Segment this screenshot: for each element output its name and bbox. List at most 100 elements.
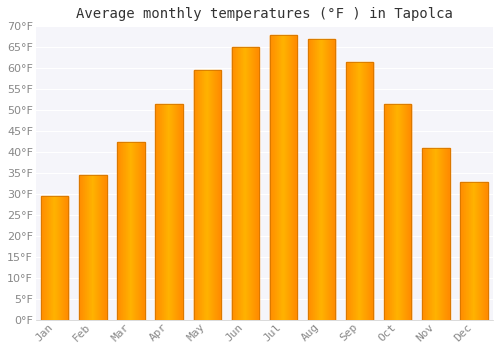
Bar [81,175,82,320]
Bar [200,70,201,320]
Bar [212,70,214,320]
Bar [238,47,239,320]
Bar [165,104,166,320]
Bar [79,175,80,320]
Bar [246,47,248,320]
Bar [467,182,468,320]
Bar [293,35,294,320]
Bar [208,70,210,320]
Bar [294,35,295,320]
Bar [234,47,235,320]
Bar [182,104,183,320]
Bar [309,39,310,320]
Bar [176,104,178,320]
Bar [280,35,281,320]
Bar [44,196,45,320]
Bar [396,104,397,320]
Bar [271,35,272,320]
Bar [137,142,138,320]
Bar [250,47,251,320]
Bar [427,148,428,320]
Bar [429,148,430,320]
Bar [42,196,43,320]
Bar [312,39,314,320]
Bar [372,62,374,320]
Bar [79,175,106,320]
Bar [394,104,395,320]
Bar [41,196,68,320]
Bar [423,148,424,320]
Bar [54,196,55,320]
Bar [431,148,432,320]
Bar [214,70,215,320]
Bar [90,175,91,320]
Bar [104,175,105,320]
Bar [219,70,220,320]
Bar [164,104,165,320]
Bar [88,175,89,320]
Bar [388,104,389,320]
Bar [50,196,51,320]
Bar [236,47,237,320]
Bar [254,47,255,320]
Bar [291,35,292,320]
Bar [64,196,65,320]
Bar [328,39,329,320]
Bar [235,47,236,320]
Bar [92,175,93,320]
Bar [484,182,485,320]
Bar [62,196,63,320]
Bar [103,175,104,320]
Bar [169,104,170,320]
Bar [125,142,126,320]
Bar [274,35,275,320]
Bar [486,182,487,320]
Bar [217,70,218,320]
Bar [232,47,259,320]
Bar [470,182,472,320]
Bar [482,182,483,320]
Bar [386,104,387,320]
Bar [118,142,144,320]
Bar [128,142,129,320]
Bar [444,148,445,320]
Bar [131,142,132,320]
Bar [100,175,101,320]
Bar [422,148,423,320]
Bar [210,70,212,320]
Bar [282,35,283,320]
Bar [440,148,442,320]
Bar [479,182,480,320]
Bar [41,196,42,320]
Bar [352,62,353,320]
Bar [98,175,99,320]
Bar [367,62,368,320]
Bar [461,182,462,320]
Bar [346,62,374,320]
Bar [329,39,330,320]
Bar [80,175,81,320]
Bar [424,148,425,320]
Bar [195,70,196,320]
Bar [438,148,440,320]
Bar [425,148,426,320]
Bar [363,62,364,320]
Bar [445,148,446,320]
Bar [258,47,259,320]
Bar [118,142,120,320]
Bar [207,70,208,320]
Bar [406,104,408,320]
Bar [333,39,334,320]
Bar [285,35,286,320]
Bar [390,104,391,320]
Bar [253,47,254,320]
Bar [101,175,102,320]
Bar [472,182,474,320]
Bar [124,142,125,320]
Bar [334,39,336,320]
Bar [257,47,258,320]
Bar [446,148,447,320]
Bar [359,62,360,320]
Bar [194,70,195,320]
Bar [136,142,137,320]
